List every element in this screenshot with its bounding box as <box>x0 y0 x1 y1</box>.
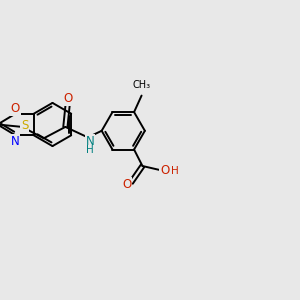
Text: S: S <box>21 118 28 132</box>
Text: O: O <box>122 178 131 191</box>
Text: CH₃: CH₃ <box>133 80 151 90</box>
Text: H: H <box>86 145 94 155</box>
Text: H: H <box>171 166 178 176</box>
Text: N: N <box>11 135 19 148</box>
Text: O: O <box>11 102 20 115</box>
Text: O: O <box>63 92 72 105</box>
Text: N: N <box>85 135 94 148</box>
Text: O: O <box>160 164 170 177</box>
